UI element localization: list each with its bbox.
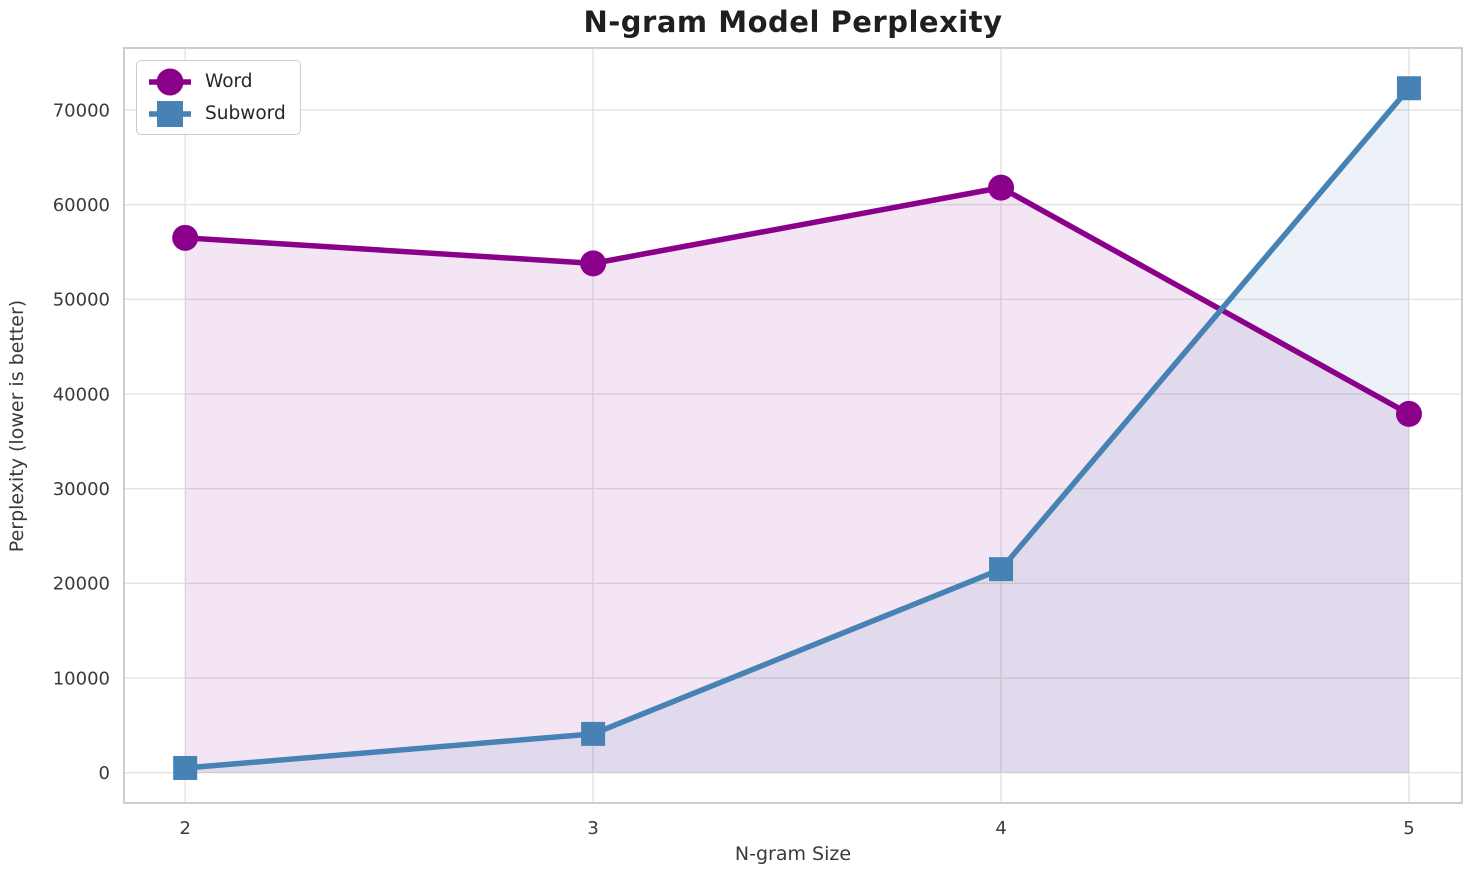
legend-item-subword: Subword xyxy=(146,98,286,129)
subword-line-square-marker-icon xyxy=(149,100,191,127)
legend-item-word: Word xyxy=(146,66,286,97)
subword-point-marker xyxy=(173,755,198,780)
y-tick-label: 60000 xyxy=(53,195,110,216)
y-tick-label: 40000 xyxy=(53,384,110,405)
word-point-marker xyxy=(1395,400,1422,427)
y-tick-label: 30000 xyxy=(53,479,110,500)
subword-line xyxy=(184,86,1412,771)
word-line xyxy=(185,184,1411,417)
y-tick-label: 70000 xyxy=(53,100,110,121)
word-point-marker xyxy=(580,250,607,277)
word-line-circle-marker-icon xyxy=(149,68,191,95)
subword-point-marker xyxy=(989,557,1014,582)
subword-area-fill xyxy=(185,88,1409,773)
x-tick-label: 2 xyxy=(179,818,190,839)
y-tick-label: 0 xyxy=(99,763,110,784)
word-point-marker xyxy=(988,174,1015,201)
subword-point-marker xyxy=(581,721,606,746)
word-point-marker xyxy=(172,224,199,251)
y-tick-label: 50000 xyxy=(53,290,110,311)
y-tick-label: 10000 xyxy=(53,668,110,689)
plot-border xyxy=(123,47,1463,804)
subword-point-marker xyxy=(1396,76,1421,101)
legend-label-word: Word xyxy=(205,71,253,92)
chart-title: N-gram Model Perplexity xyxy=(583,5,1003,39)
word-area-fill xyxy=(185,187,1409,773)
legend-label-subword: Subword xyxy=(205,103,286,124)
legend: Word Subword xyxy=(136,60,301,135)
y-tick-label: 20000 xyxy=(53,574,110,595)
x-tick-label: 4 xyxy=(995,818,1006,839)
x-tick-label: 3 xyxy=(587,818,598,839)
x-tick-label: 5 xyxy=(1403,818,1414,839)
x-axis-label: N-gram Size xyxy=(734,843,852,865)
